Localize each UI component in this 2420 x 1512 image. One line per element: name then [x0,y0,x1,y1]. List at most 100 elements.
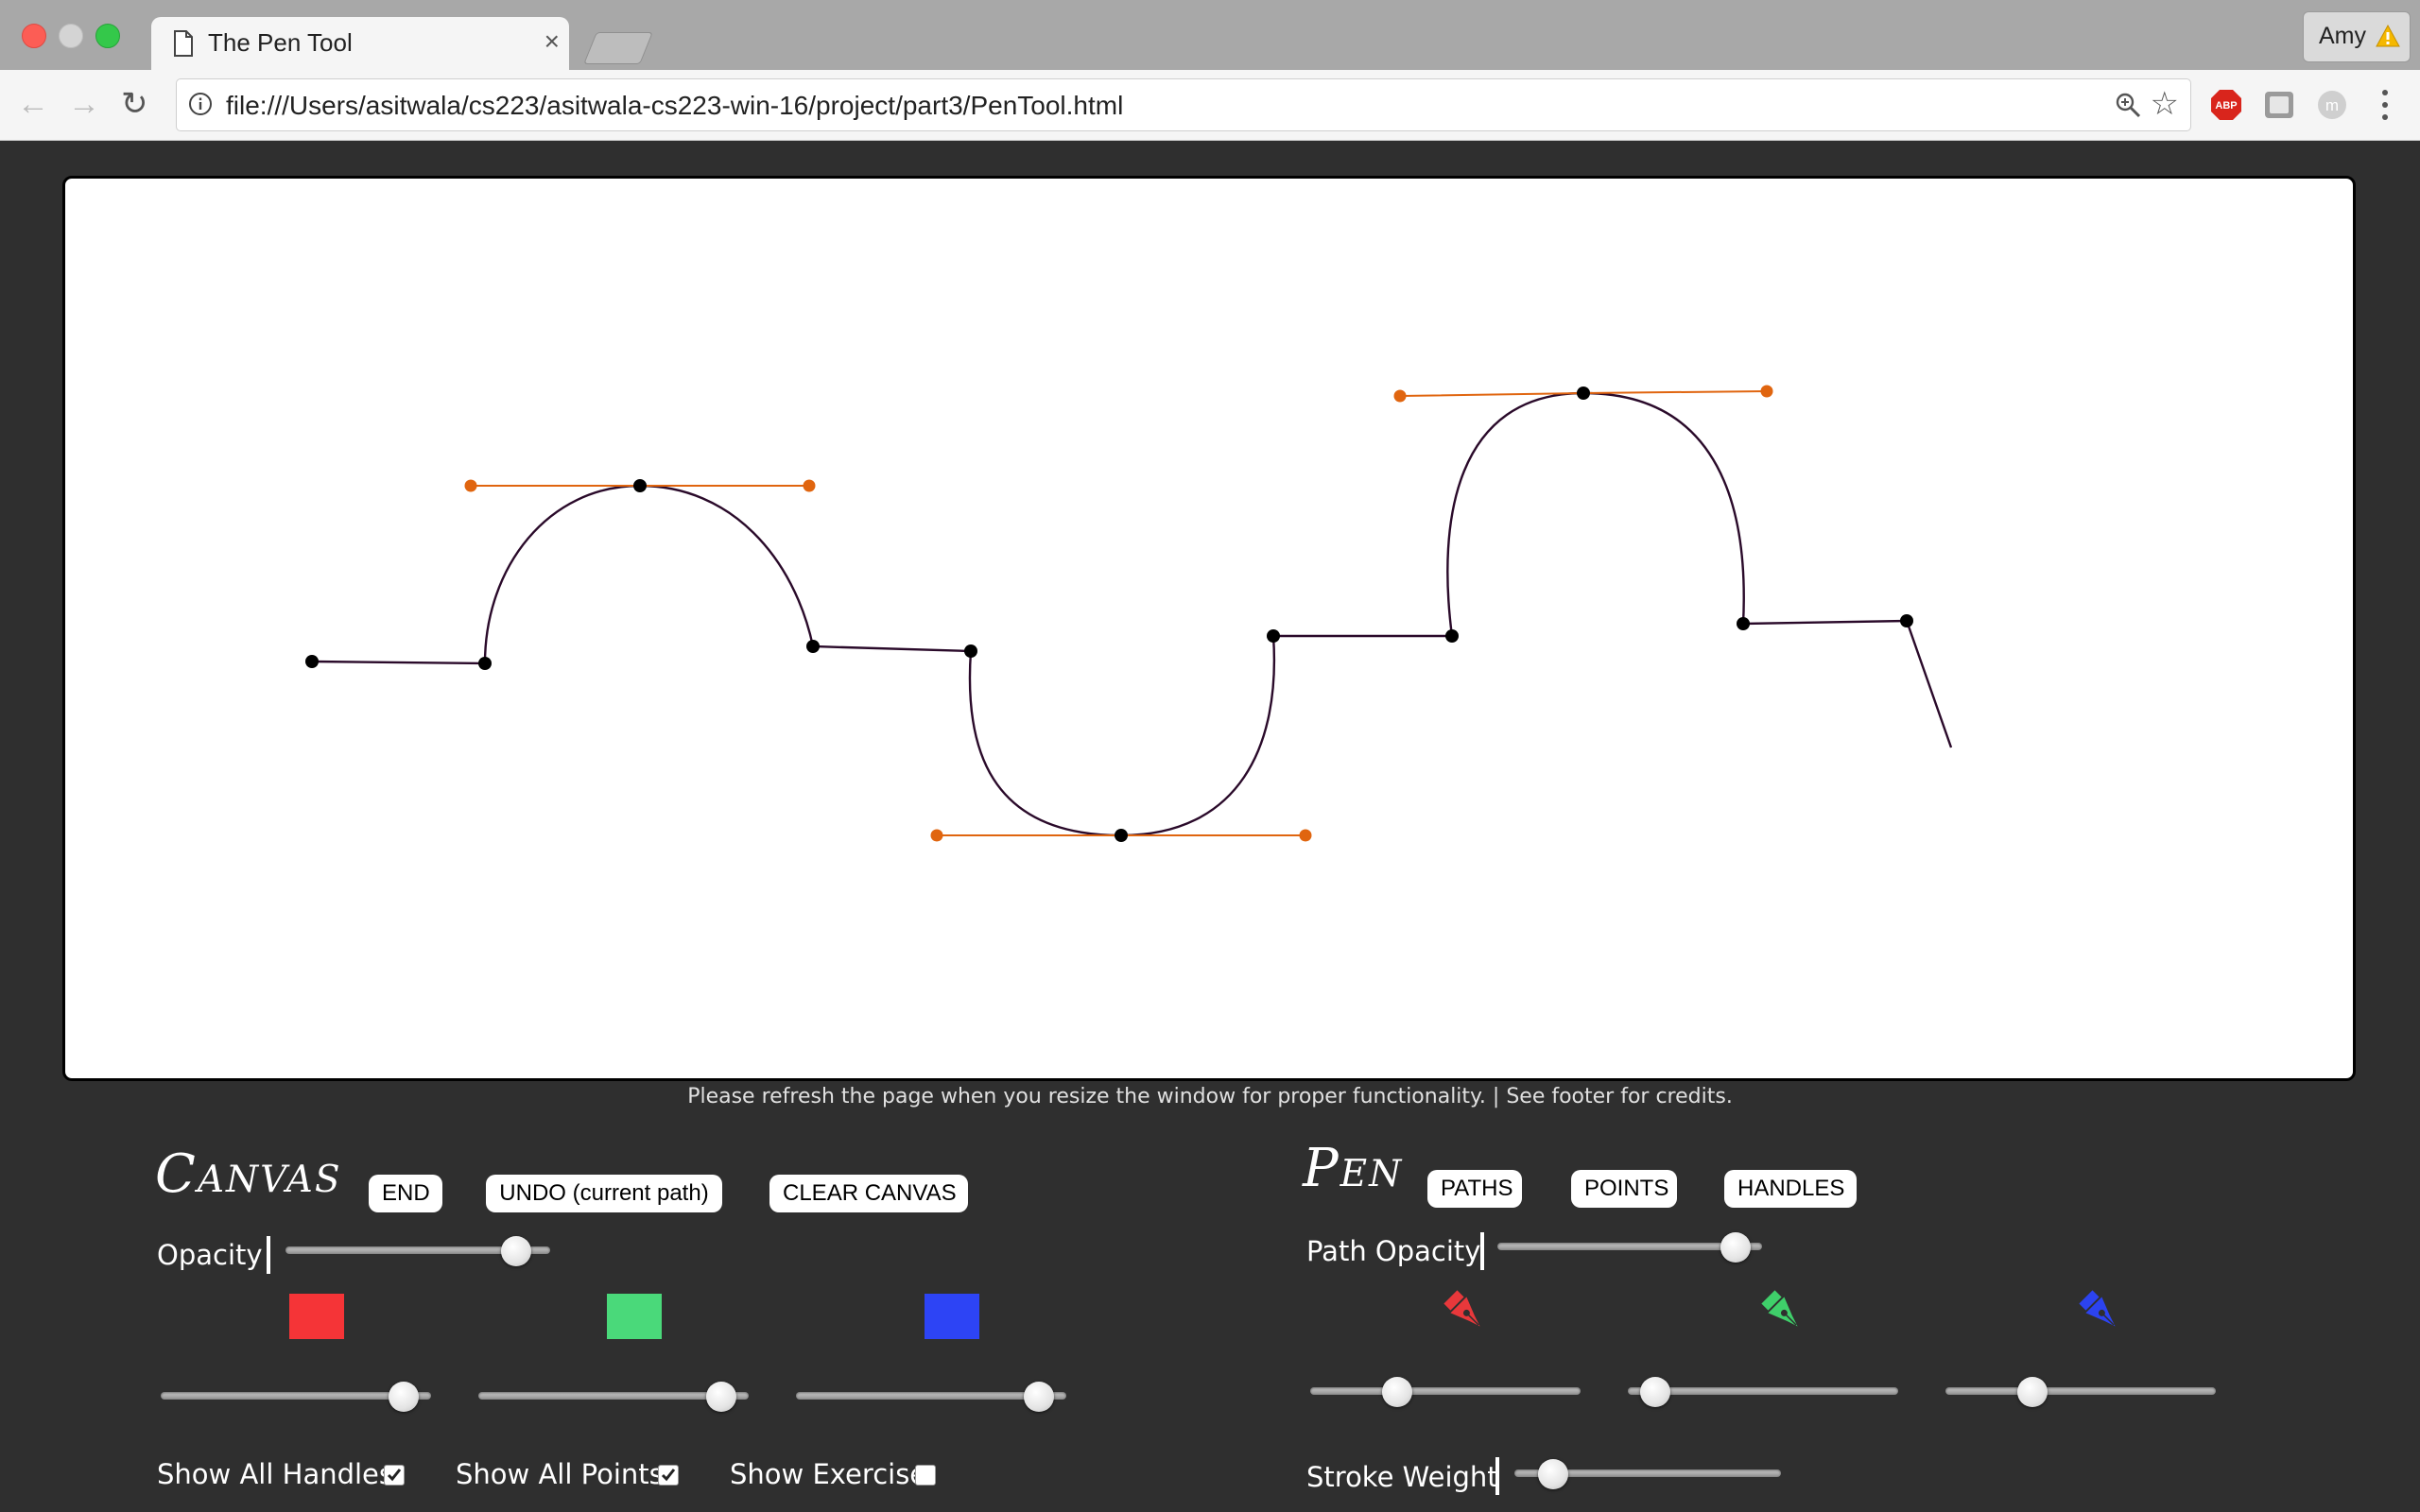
forward-icon[interactable]: → [68,86,100,122]
handle-lines [464,385,1773,842]
anchor-point[interactable] [806,640,820,653]
slider-track [796,1392,1066,1400]
anchor-point[interactable] [633,479,647,492]
bezier-path [311,391,1953,837]
url-text[interactable]: file:///Users/asitwala/cs223/asitwala-cs… [226,91,1124,120]
extension-m-label: m [2325,96,2339,114]
reload-icon[interactable]: ↻ [121,86,148,122]
handle-point[interactable] [1393,389,1407,403]
browser-toolbar: ← → ↻ file:///Users/asitwala/cs223/asitw… [0,70,2420,141]
anchor-point[interactable] [478,657,492,670]
slider-track [285,1246,550,1254]
clear-canvas-button[interactable]: CLEAR CANVAS [769,1175,968,1212]
opacity-label: Opacity [157,1239,263,1271]
red-slider[interactable] [161,1380,431,1414]
show-points-checkbox[interactable] [658,1465,679,1486]
green-pen-icon[interactable] [1758,1287,1807,1336]
show-exercise-checkbox[interactable] [915,1465,936,1486]
opacity-slider[interactable] [285,1234,550,1268]
handle-point[interactable] [930,829,943,842]
menu-icon[interactable] [2378,87,2392,123]
handles-button[interactable]: HANDLES [1724,1170,1857,1208]
red-pen-icon[interactable] [1441,1287,1490,1336]
blue-pen-icon[interactable] [2076,1287,2125,1336]
paths-button[interactable]: PATHS [1427,1170,1522,1208]
slider-thumb[interactable] [706,1382,737,1412]
handle-point[interactable] [464,479,477,492]
slider-thumb[interactable] [1639,1377,1670,1407]
path-opacity-divider [1480,1232,1484,1270]
info-icon[interactable] [188,92,213,116]
slider-thumb[interactable] [1024,1382,1055,1412]
slider-thumb[interactable] [1382,1377,1413,1407]
document-icon [174,30,193,57]
anchor-point[interactable] [1577,387,1590,400]
stroke-weight-divider [1495,1457,1499,1495]
profile-button[interactable]: Amy [2303,11,2411,62]
green-swatch[interactable] [607,1294,662,1339]
slider-thumb[interactable] [501,1236,532,1266]
slider-track [1310,1387,1581,1395]
star-icon[interactable]: ☆ [2150,86,2179,122]
blue-swatch[interactable] [925,1294,979,1339]
end-button[interactable]: END [369,1175,442,1212]
anchor-point[interactable] [1900,614,1913,627]
window-close-button[interactable] [22,24,46,48]
new-tab-button[interactable] [583,32,653,64]
adblock-label: ABP [2215,100,2237,112]
tab-strip: The Pen Tool × Amy [0,0,2420,70]
slider-track [1514,1469,1781,1477]
tab-title: The Pen Tool [208,28,353,57]
back-icon[interactable]: ← [17,86,49,122]
anchor-point[interactable] [1115,829,1128,842]
refresh-notice: Please refresh the page when you resize … [687,1085,1733,1108]
points-button[interactable]: POINTS [1571,1170,1677,1208]
blue-pen-slider[interactable] [1945,1375,2216,1409]
window-minimize-button[interactable] [59,24,83,48]
extension-icon[interactable] [2263,89,2295,121]
show-exercise-label: Show Exercise [730,1458,927,1490]
adblock-icon[interactable]: ABP [2210,89,2242,121]
show-handles-label: Show All Handles [157,1458,394,1490]
slider-thumb[interactable] [1538,1459,1568,1489]
slider-track [1497,1243,1762,1250]
window-maximize-button[interactable] [95,24,120,48]
anchor-point[interactable] [1737,617,1750,630]
opacity-divider [267,1236,270,1274]
anchor-point[interactable] [1267,629,1280,643]
tab-close-icon[interactable]: × [544,26,560,56]
green-slider[interactable] [478,1380,749,1414]
anchor-point[interactable] [964,644,977,658]
warning-icon [2376,24,2400,47]
extension-m-icon[interactable]: m [2316,89,2348,121]
blue-slider[interactable] [796,1380,1066,1414]
profile-name: Amy [2319,23,2366,49]
anchor-point[interactable] [1445,629,1459,643]
path-opacity-slider[interactable] [1497,1230,1762,1264]
zoom-icon[interactable] [2115,92,2141,118]
slider-thumb[interactable] [389,1382,420,1412]
show-handles-checkbox[interactable] [384,1465,405,1486]
red-pen-slider[interactable] [1310,1375,1581,1409]
slider-track [478,1392,749,1400]
anchor-points [305,387,1913,842]
handle-point[interactable] [1299,829,1312,842]
slider-thumb[interactable] [2017,1377,2048,1407]
handle-point[interactable] [803,479,816,492]
red-swatch[interactable] [289,1294,344,1339]
slider-thumb[interactable] [1720,1232,1751,1263]
undo-button[interactable]: UNDO (current path) [486,1175,722,1212]
anchor-point[interactable] [305,655,319,668]
address-bar[interactable]: file:///Users/asitwala/cs223/asitwala-cs… [176,78,2191,131]
slider-track [161,1392,431,1400]
stroke-weight-slider[interactable] [1514,1457,1781,1491]
slider-track [1628,1387,1898,1395]
drawing-surface[interactable] [65,179,2353,1078]
canvas-title: Canvas [155,1143,342,1205]
handle-point[interactable] [1760,385,1773,398]
drawing-canvas[interactable] [62,176,2356,1081]
path-opacity-label: Path Opacity [1306,1235,1481,1267]
pen-title: Pen [1303,1138,1404,1199]
green-pen-slider[interactable] [1628,1375,1898,1409]
browser-tab[interactable]: The Pen Tool × [151,17,569,70]
